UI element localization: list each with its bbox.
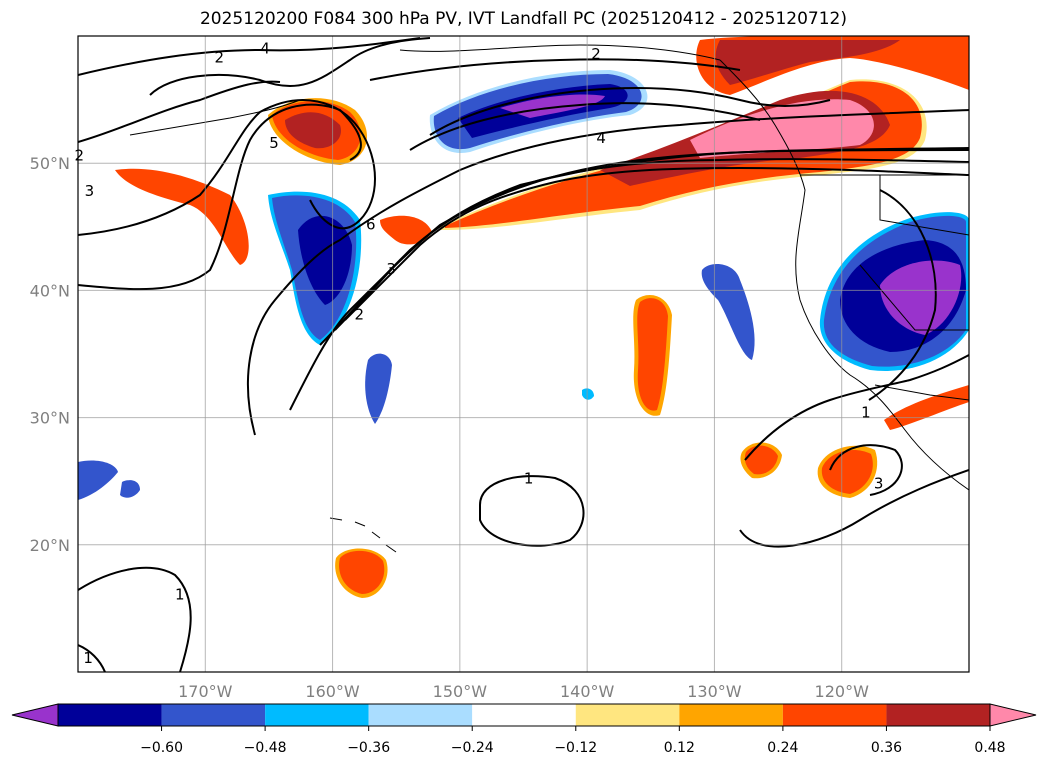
colorbar: −0.60 −0.48 −0.36 −0.24 −0.12 0.12 0.24 0.36 0.4… — [11, 703, 1037, 756]
positive-band-core — [690, 99, 874, 158]
colorbar-tick-label: −0.24 — [451, 740, 494, 756]
contour-line — [78, 80, 281, 143]
colorbar-segment — [782, 704, 887, 726]
colorbar-segment — [886, 704, 990, 726]
lon-tick-label: 170°W — [178, 682, 233, 701]
contour-line — [429, 87, 831, 136]
colorbar-tick-label: −0.60 — [140, 740, 183, 756]
positive-small-4 — [884, 385, 969, 430]
positive-nw-core — [715, 40, 900, 85]
contour-line — [78, 644, 106, 672]
aleutian-islands — [129, 99, 301, 136]
colorbar-segment — [472, 704, 576, 726]
contour-label: 5 — [269, 134, 279, 152]
colorbar-tick-label: 0.36 — [871, 740, 902, 756]
contour-label: 1 — [524, 470, 534, 488]
pv-contours — [78, 37, 969, 672]
lon-tick-label: 130°W — [687, 682, 742, 701]
contour-label: 2 — [355, 306, 365, 324]
contour-line — [868, 189, 937, 401]
border-line — [879, 175, 969, 236]
coastline-alaska — [399, 44, 721, 61]
hawaii-islands — [329, 517, 397, 553]
colorbar-tick-label: −0.48 — [244, 740, 287, 756]
contour-label: 4 — [596, 129, 606, 147]
contour-line — [369, 58, 741, 81]
colorbar-segment — [265, 704, 369, 726]
lon-tick-label: 150°W — [433, 682, 488, 701]
coastline-north-america — [719, 59, 969, 491]
contour-line — [78, 566, 192, 672]
negative-small-2 — [701, 264, 755, 360]
negative-small-1 — [365, 353, 392, 424]
tick-labels: 170°W 160°W 150°W 140°W 130°W 120°W 50°N 40°N 30… — [30, 154, 869, 701]
colorbar-tick-label: 0.48 — [974, 740, 1005, 756]
coastlines — [129, 44, 969, 553]
border-line — [874, 384, 969, 401]
lon-tick-label: 140°W — [560, 682, 615, 701]
lon-tick-label: 160°W — [305, 682, 360, 701]
negative-small-3 — [78, 460, 118, 500]
border-line — [859, 264, 969, 331]
colorbar-tick-label: 0.12 — [664, 740, 695, 756]
colorbar-segment — [368, 704, 473, 726]
contour-label: 1 — [861, 404, 871, 422]
contour-line — [78, 99, 376, 236]
contour-label: 6 — [366, 215, 376, 233]
colorbar-extend-high — [989, 703, 1037, 727]
gridlines — [78, 36, 969, 672]
contour-label: 4 — [260, 40, 270, 58]
contour-line — [744, 354, 969, 461]
contour-line — [829, 444, 903, 496]
colorbar-segment — [161, 704, 266, 726]
map-title: 2025120200 F084 300 hPa PV, IVT Landfall… — [199, 9, 847, 29]
colorbar-tick-label: −0.12 — [554, 740, 597, 756]
positive-west-strip — [115, 168, 249, 265]
colorbar-tick-label: −0.36 — [347, 740, 390, 756]
colorbar-extend-low — [11, 703, 59, 727]
contour-line — [479, 475, 585, 547]
contour-line — [409, 102, 761, 151]
contour-label: 3 — [85, 182, 95, 200]
contour-line — [334, 158, 969, 331]
contour-label: 2 — [215, 49, 225, 67]
lat-tick-label: 40°N — [30, 281, 70, 300]
contour-label: 3 — [386, 260, 396, 278]
pv-shading — [78, 36, 969, 598]
lat-tick-label: 30°N — [30, 409, 70, 428]
lon-tick-label: 120°W — [815, 682, 870, 701]
contour-label: 1 — [175, 585, 185, 603]
contour-label: 3 — [874, 475, 884, 493]
contour-label: 1 — [83, 649, 93, 667]
colorbar-tick-label: 0.24 — [767, 740, 798, 756]
contour-label: 2 — [74, 147, 84, 165]
contour-line — [78, 103, 362, 291]
map-frame — [77, 35, 970, 673]
colorbar-segment — [679, 704, 783, 726]
colorbar-segment — [58, 704, 162, 726]
contour-line — [149, 37, 431, 96]
contour-line — [344, 166, 969, 321]
contour-label: 2 — [591, 45, 601, 63]
colorbar-segment — [575, 704, 680, 726]
lat-tick-label: 20°N — [30, 536, 70, 555]
contour-line — [78, 37, 421, 76]
lat-tick-label: 50°N — [30, 154, 70, 173]
